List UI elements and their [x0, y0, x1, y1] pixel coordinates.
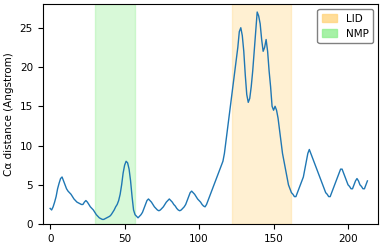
- Bar: [232, 4, 291, 224]
- Legend: LID, NMP: LID, NMP: [317, 9, 372, 43]
- Y-axis label: Cα distance (Angstrom): Cα distance (Angstrom): [4, 52, 14, 176]
- Bar: [95, 4, 135, 224]
